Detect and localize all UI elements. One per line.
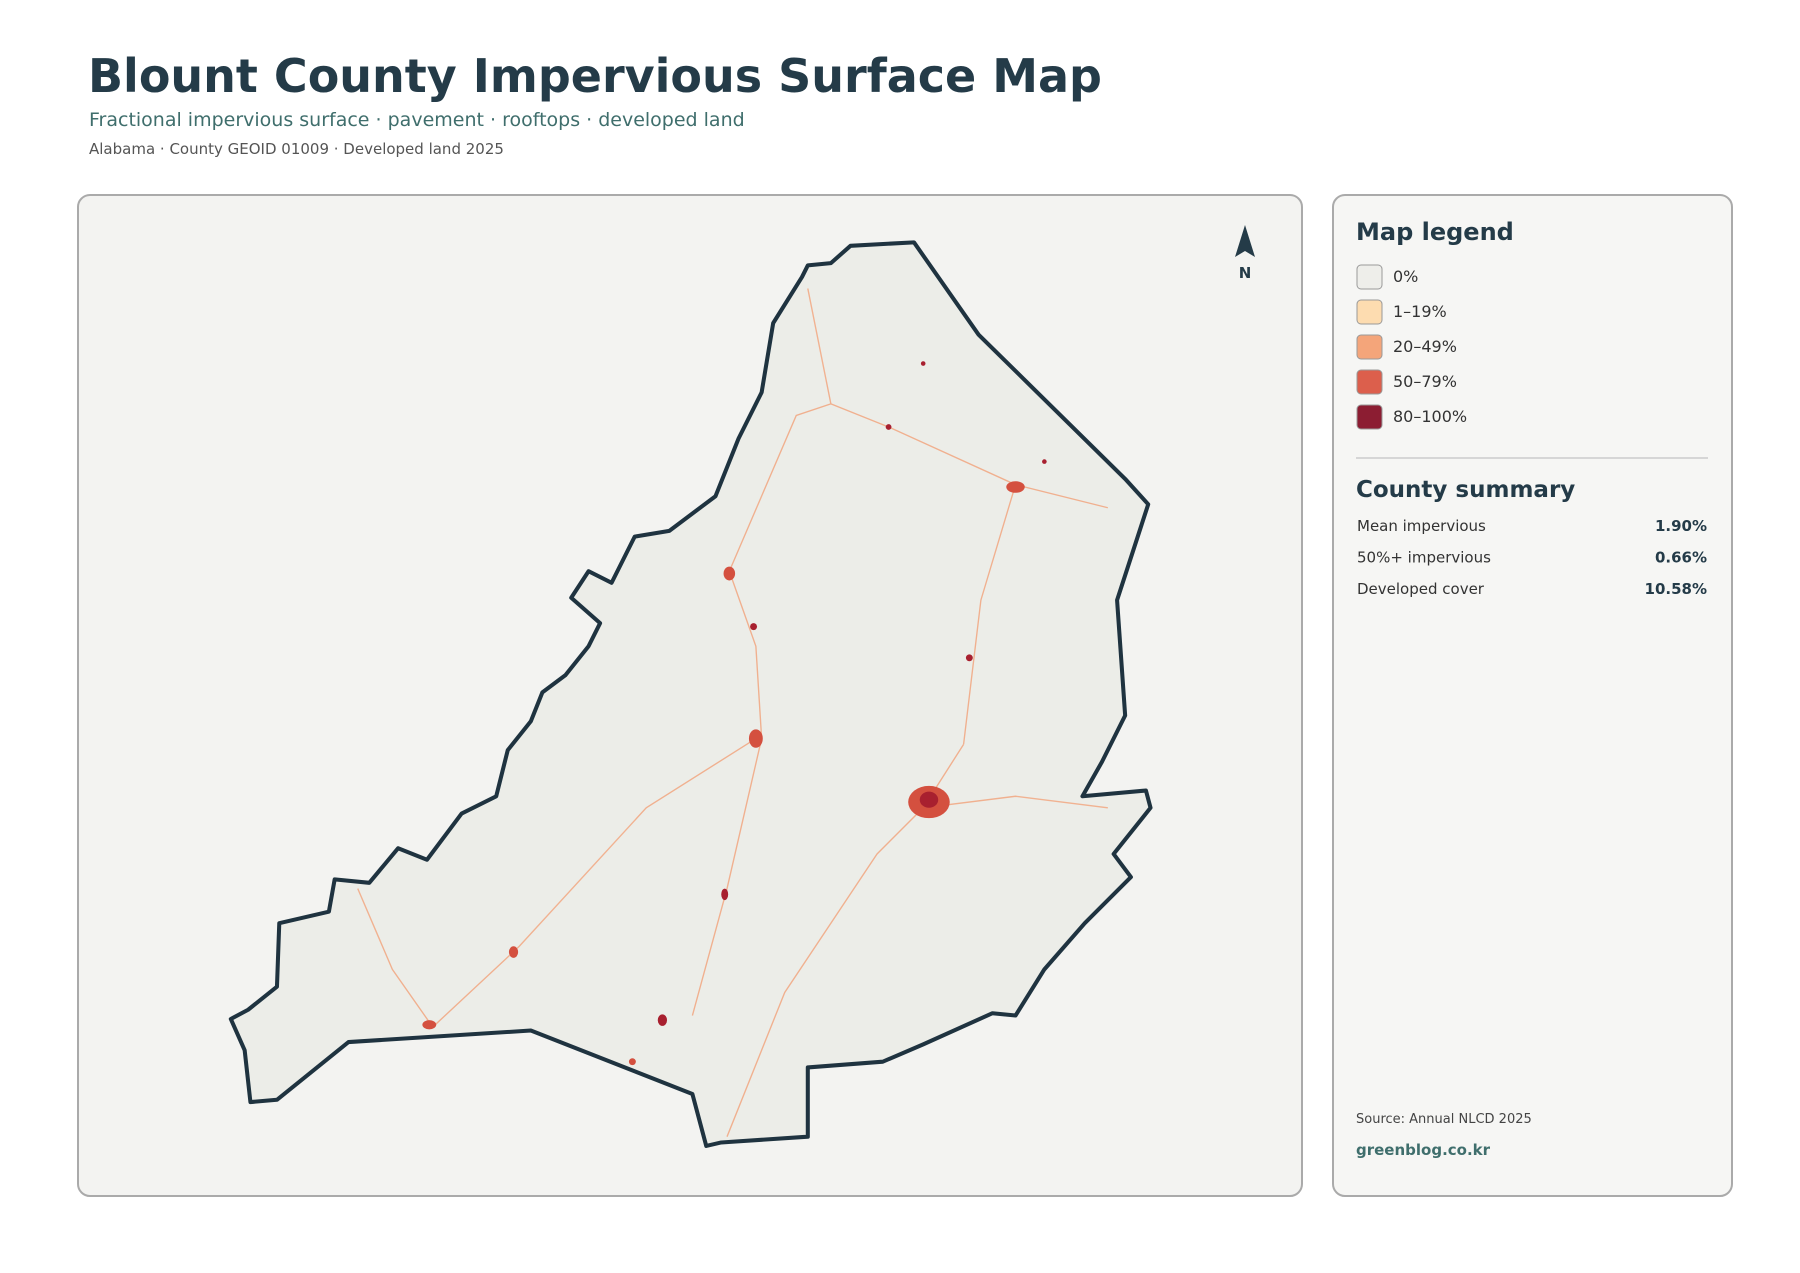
legend-label: 1–19% [1393, 302, 1447, 321]
legend-label: 50–79% [1393, 372, 1457, 391]
meta: Alabama · County GEOID 01009 · Developed… [89, 140, 504, 158]
legend: 0% 1–19% 20–49% 50–79% 80–100% [1356, 264, 1467, 430]
legend-label: 20–49% [1393, 337, 1457, 356]
summary-value: 1.90% [1655, 517, 1707, 535]
legend-label: 0% [1393, 267, 1418, 286]
legend-swatch [1356, 369, 1383, 395]
developed-areas [422, 361, 1047, 1066]
side-panel [1332, 194, 1733, 1197]
summary-label: Mean impervious [1357, 517, 1486, 535]
title: Blount County Impervious Surface Map [88, 49, 1102, 103]
legend-label: 80–100% [1393, 407, 1467, 426]
north-arrow [1235, 225, 1255, 257]
county-outline [228, 240, 1153, 1148]
legend-swatch [1356, 264, 1383, 290]
county-map [228, 240, 1153, 1148]
legend-title: Map legend [1356, 218, 1514, 246]
legend-swatch [1356, 299, 1383, 325]
north-label: N [1239, 264, 1252, 282]
legend-swatch [1356, 404, 1383, 430]
summary-title: County summary [1356, 477, 1575, 503]
summary-label: Developed cover [1357, 580, 1485, 598]
subtitle: Fractional impervious surface · pavement… [89, 109, 745, 131]
legend-swatch [1356, 334, 1383, 360]
source: Source: Annual NLCD 2025 [1356, 1112, 1532, 1127]
credit: greenblog.co.kr [1356, 1141, 1491, 1159]
summary-value: 10.58% [1645, 580, 1707, 598]
summary: Mean impervious 1.90% 50%+ impervious 0.66%… [1357, 517, 1707, 598]
roads [357, 288, 1109, 1137]
summary-label: 50%+ impervious [1357, 549, 1491, 567]
summary-value: 0.66% [1655, 549, 1707, 567]
